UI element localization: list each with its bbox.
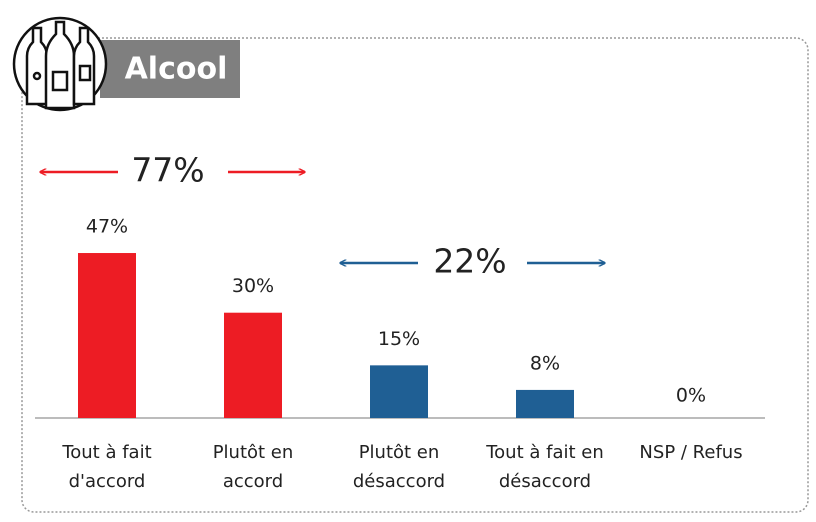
x-tick-label: accord [223, 471, 283, 492]
x-tick-label: Tout à fait [61, 442, 151, 463]
bar [78, 253, 136, 418]
x-tick-label: d'accord [69, 471, 146, 492]
frame [21, 37, 809, 513]
value-label: 8% [530, 352, 560, 374]
chart-title: Alcool [125, 52, 228, 87]
x-tick-label: Plutôt en [359, 442, 440, 463]
group-total: 77% [131, 151, 204, 190]
bottle-icon [12, 16, 108, 112]
x-tick-label: NSP / Refus [639, 442, 742, 463]
value-label: 0% [676, 385, 706, 407]
group-total: 22% [433, 242, 506, 281]
x-tick-label: Plutôt en [213, 442, 294, 463]
bar [516, 389, 574, 418]
title-box [100, 40, 240, 98]
x-tick-label: Tout à fait en [485, 442, 604, 463]
x-tick-label: désaccord [499, 471, 591, 492]
value-label: 47% [86, 216, 128, 238]
value-label: 30% [232, 275, 274, 297]
bar [224, 312, 282, 418]
x-tick-label: désaccord [353, 471, 445, 492]
value-label: 15% [378, 328, 420, 350]
bar [370, 365, 428, 418]
